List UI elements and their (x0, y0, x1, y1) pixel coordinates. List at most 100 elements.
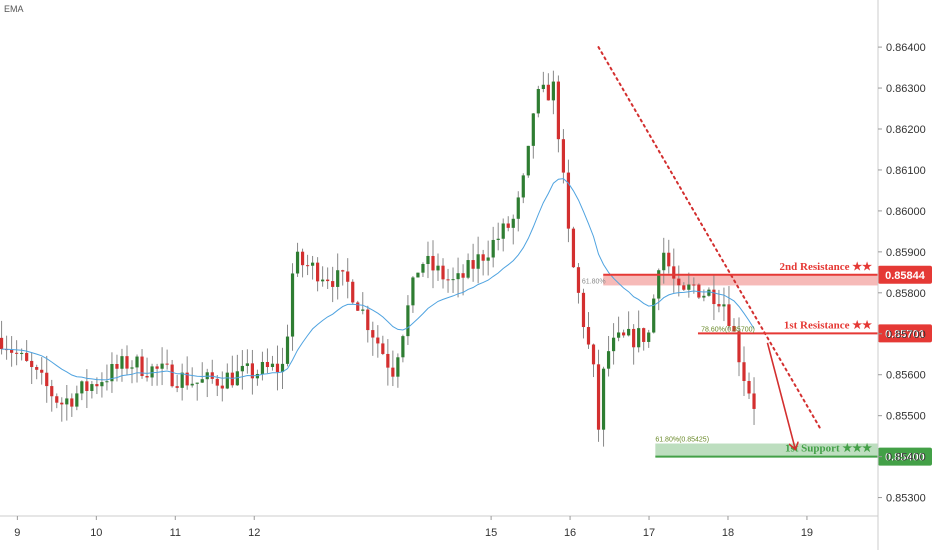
candle (571, 226, 576, 269)
candle (170, 359, 174, 388)
level-badge-value: 0.85844 (885, 270, 926, 282)
candle-body (406, 305, 410, 337)
candle (155, 363, 159, 386)
candle (516, 191, 520, 232)
candle-body (165, 363, 169, 365)
candle (351, 279, 355, 304)
candle-body (366, 309, 370, 331)
candle (4, 335, 9, 360)
candle-body (596, 364, 601, 430)
candle-body (230, 372, 234, 386)
candle-body (737, 331, 741, 363)
candle (80, 380, 84, 401)
ema-layer (1, 178, 755, 381)
candle-body (431, 255, 435, 271)
candle-body (371, 330, 375, 338)
candle (637, 310, 641, 353)
candle-body (511, 218, 515, 228)
level-badge-value: 0.85400 (885, 452, 925, 464)
candle-body (401, 336, 405, 358)
y-tick-label: 0.86100 (886, 165, 926, 177)
candle-body (70, 398, 74, 407)
candle-body (471, 260, 475, 269)
candle (456, 257, 460, 298)
candle-body (220, 385, 224, 389)
candle (255, 369, 260, 386)
candle-body (130, 367, 134, 369)
trendline-layer (597, 46, 823, 431)
candle (70, 393, 74, 417)
candle (295, 242, 300, 277)
candle-body (717, 304, 721, 307)
candle-body (441, 265, 445, 280)
candle-body (310, 262, 315, 266)
candle (316, 257, 320, 292)
candle (622, 329, 626, 338)
candle-body (752, 393, 756, 409)
candle (481, 249, 485, 276)
candle (702, 289, 706, 302)
candle-body (95, 384, 99, 387)
candle (521, 173, 525, 204)
candle (446, 268, 450, 293)
level-badge (878, 447, 932, 466)
candle-body (446, 279, 450, 281)
y-tick-label: 0.86300 (886, 83, 926, 95)
candle (280, 347, 285, 389)
candle-body (682, 285, 686, 290)
candle-body (160, 363, 164, 369)
candle (145, 357, 149, 382)
candle (561, 129, 566, 184)
candle (566, 159, 571, 243)
candle-body (707, 289, 711, 296)
candle (667, 239, 671, 274)
candle-body (662, 252, 666, 271)
candle-body (326, 279, 330, 282)
candle (326, 267, 330, 289)
candle-body (270, 363, 275, 368)
level-badge-value: 0.85701 (885, 328, 925, 340)
candle-body (120, 356, 124, 369)
candle-body (356, 302, 360, 311)
levels-layer: 2nd Resistance ★★ 0.85844 1st Resistance ★… (582, 261, 932, 466)
candle-body (672, 266, 676, 279)
candle (15, 340, 19, 366)
candle-body (551, 81, 555, 101)
candle-body (581, 292, 586, 328)
y-tick-label: 0.85600 (886, 370, 926, 382)
candle (331, 266, 335, 303)
candle-body (496, 238, 500, 240)
candle (476, 236, 480, 284)
y-tick-label: 0.85500 (886, 411, 926, 423)
candle (586, 312, 591, 349)
candle-body (321, 279, 325, 282)
candle-body (125, 356, 129, 369)
candle-body (491, 239, 495, 258)
candle (662, 237, 666, 284)
candle (130, 360, 134, 384)
candle-body (80, 381, 84, 394)
candle-body (245, 363, 249, 366)
candle (632, 324, 636, 365)
candle-body (426, 255, 430, 265)
candle (396, 353, 400, 388)
candle-body (75, 393, 79, 407)
candle-body (351, 281, 355, 303)
candle-body (526, 145, 530, 176)
candle-body (336, 270, 340, 287)
candle-body (210, 372, 214, 379)
candle-body (702, 295, 706, 298)
candle (546, 73, 550, 101)
ema-line (1, 178, 755, 381)
y-tick-label: 0.85300 (886, 493, 926, 505)
candle (536, 85, 540, 118)
candle (65, 384, 69, 421)
candle (125, 345, 129, 376)
candle-body (481, 254, 485, 261)
candle (591, 343, 596, 378)
candle (310, 255, 315, 280)
candle (230, 355, 234, 388)
candle-body (732, 326, 736, 332)
